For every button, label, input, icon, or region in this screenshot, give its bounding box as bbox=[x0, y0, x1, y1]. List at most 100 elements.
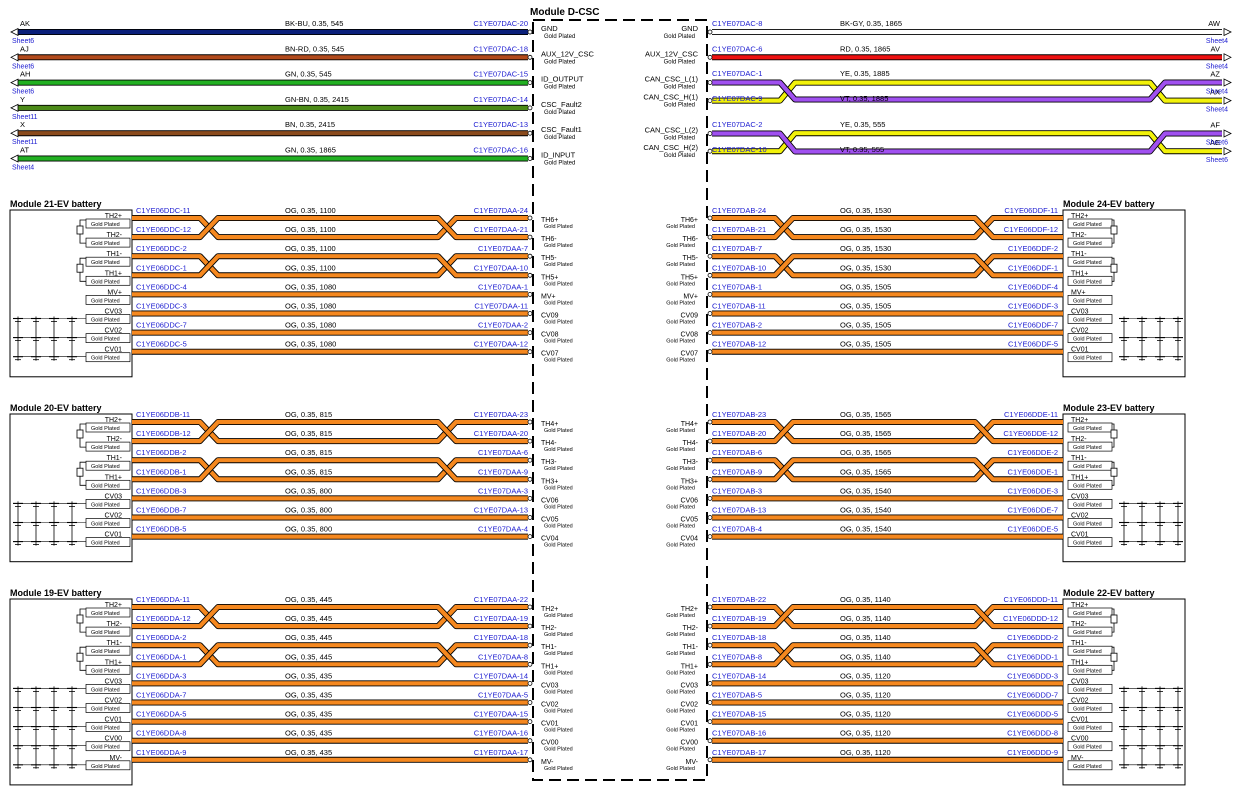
pin-name: GND bbox=[541, 24, 558, 33]
pin-terminal bbox=[527, 604, 533, 610]
plating-label: Gold Plated bbox=[544, 300, 573, 306]
module-wire-row: C1YE07DAB-1 OG, 0.35, 1505 C1YE06DDF-4MV+G… bbox=[666, 282, 1063, 306]
signal-row-ax: C1YE07DAC-1 YE, 0.35, 1885AXSheet4CAN_CSC… bbox=[643, 69, 1232, 114]
connector-ref-from: C1YE07DAB-12 bbox=[712, 340, 766, 349]
connector-ref-to: C1YE07DAA-13 bbox=[474, 506, 528, 515]
plating-label: Gold Plated bbox=[1073, 356, 1102, 362]
orange-wire bbox=[132, 458, 528, 482]
connector-ref-from: C1YE07DAB-21 bbox=[712, 225, 766, 234]
plating-label: Gold Plated bbox=[664, 34, 695, 40]
pin-name: TH4- bbox=[541, 440, 557, 447]
pin-name: TH2+ bbox=[541, 606, 558, 613]
pin-name: TH3- bbox=[682, 459, 698, 466]
plating-label: Gold Plated bbox=[1073, 687, 1102, 693]
pin-name: CV09 bbox=[680, 313, 698, 320]
plating-label: Gold Plated bbox=[666, 504, 695, 510]
pin-terminal bbox=[707, 438, 713, 444]
pin-terminal bbox=[707, 681, 713, 686]
pin-name: CV02 bbox=[680, 702, 698, 709]
plating-label: Gold Plated bbox=[544, 358, 573, 364]
connector-ref-from: C1YE06DDC-1 bbox=[136, 263, 187, 272]
connector-ref: C1YE07DAC-20 bbox=[473, 19, 528, 28]
pin-terminal bbox=[527, 476, 533, 482]
plating-label: Gold Plated bbox=[91, 522, 120, 528]
wire-spec: OG, 0.35, 1505 bbox=[840, 340, 891, 349]
sheet-ref: Sheet6 bbox=[1206, 140, 1228, 147]
module-pin-label: MV- bbox=[110, 755, 123, 762]
top-right-signals: C1YE07DAC-8 BK-GY, 0.35, 1865 AWSheet4GNDG… bbox=[643, 19, 1232, 164]
wire-spec: OG, 0.35, 1100 bbox=[285, 244, 336, 253]
module-pin-label: TH2- bbox=[106, 436, 122, 443]
plating-label: Gold Plated bbox=[544, 224, 573, 230]
pin-terminal bbox=[527, 757, 533, 763]
plating-label: Gold Plated bbox=[91, 222, 120, 228]
plating-label: Gold Plated bbox=[666, 358, 695, 364]
pin-name: AUX_12V_CSC bbox=[645, 49, 699, 58]
module-pin-box bbox=[85, 460, 131, 471]
plating-label: Gold Plated bbox=[91, 298, 120, 304]
plating-label: Gold Plated bbox=[666, 543, 695, 549]
signal-row-ah: AH Sheet6 GN, 0.35, 545 C1YE07DAC-15 ID_OUTP… bbox=[10, 70, 584, 96]
connector-ref-to: C1YE06DDF-3 bbox=[1008, 302, 1058, 311]
thermistor-icon bbox=[76, 225, 84, 235]
module-pin-label: TH2+ bbox=[105, 602, 122, 609]
signal-id: AX bbox=[1210, 88, 1220, 97]
module-pin-box bbox=[1067, 460, 1113, 471]
module-pin-box bbox=[85, 441, 131, 452]
plating-label: Gold Plated bbox=[544, 281, 573, 287]
wire-spec: OG, 0.35, 1565 bbox=[840, 448, 891, 457]
plating-label: Gold Plated bbox=[544, 766, 573, 772]
pin-terminal bbox=[527, 234, 533, 240]
module-pin-label: MV+ bbox=[107, 289, 122, 296]
battery-module-box bbox=[1062, 598, 1186, 786]
module-pin-label: TH2- bbox=[106, 621, 122, 628]
orange-wire bbox=[712, 604, 1063, 629]
orange-wire bbox=[132, 254, 528, 278]
plating-label: Gold Plated bbox=[1073, 241, 1102, 247]
module-pin-label: MV- bbox=[1071, 755, 1084, 762]
orange-wire bbox=[712, 215, 1063, 240]
connector-ref-to: C1YE07DAA-18 bbox=[474, 633, 528, 642]
module-wire-row: C1YE07DAB-2 OG, 0.35, 1505 C1YE06DDF-7 CV08… bbox=[666, 321, 1063, 345]
wire-spec: VT, 0.35, 555 bbox=[840, 145, 884, 154]
connector-ref: C1YE07DAC-6 bbox=[712, 44, 762, 53]
module-wire-row: C1YE07DAB-21 OG, 0.35, 1530 C1YE06DDF-12 TH… bbox=[666, 215, 1063, 249]
wire-spec: VT, 0.35, 1885 bbox=[840, 94, 888, 103]
module-pin-label: TH2+ bbox=[105, 213, 122, 220]
connector-ref-from: C1YE06DDC-11 bbox=[136, 206, 190, 215]
orange-wire bbox=[132, 604, 528, 629]
plating-label: Gold Plated bbox=[544, 428, 573, 434]
pin-terminal bbox=[527, 291, 533, 297]
plating-label: Gold Plated bbox=[666, 281, 695, 287]
thermistor-icon bbox=[1110, 429, 1118, 439]
plating-label: Gold Plated bbox=[1073, 745, 1102, 751]
plating-label: Gold Plated bbox=[91, 611, 120, 617]
sheet-ref: Sheet4 bbox=[1206, 89, 1228, 96]
module-pin-box bbox=[85, 314, 131, 324]
plating-label: Gold Plated bbox=[666, 320, 695, 326]
module-wire-row: C1YE07DAB-22 OG, 0.35, 1140 C1YE06DDD-11 TH… bbox=[666, 595, 1063, 630]
connector-ref-to: C1YE06DDE-5 bbox=[1008, 525, 1058, 534]
wire-spec: OG, 0.35, 445 bbox=[285, 595, 332, 604]
wire-spec: OG, 0.35, 1140 bbox=[840, 595, 891, 604]
plating-label: Gold Plated bbox=[91, 541, 120, 547]
sheet-ref: Sheet4 bbox=[12, 165, 34, 172]
pin-terminal bbox=[707, 661, 713, 667]
pin-terminal bbox=[527, 700, 533, 705]
wire-spec: OG, 0.35, 815 bbox=[285, 467, 332, 476]
module-wire-row: C1YE07DAB-10 OG, 0.35, 1530 C1YE06DDF-1 TH5… bbox=[666, 253, 1063, 287]
plating-label: Gold Plated bbox=[666, 466, 695, 472]
module-pin-box bbox=[85, 760, 131, 771]
plating-label: Gold Plated bbox=[544, 161, 575, 167]
module-pin-box bbox=[1067, 256, 1113, 267]
module-pin-box bbox=[1067, 518, 1113, 528]
pin-name: TH5+ bbox=[541, 274, 558, 281]
pin-name: CV08 bbox=[541, 332, 559, 339]
battery-module-title: Module 19-EV battery bbox=[10, 588, 102, 598]
pin-name: CV04 bbox=[680, 536, 698, 543]
orange-wire bbox=[132, 215, 528, 240]
signal-id: AW bbox=[1208, 19, 1221, 28]
off-sheet-arrow-icon bbox=[10, 103, 19, 113]
pin-terminal bbox=[707, 419, 713, 425]
